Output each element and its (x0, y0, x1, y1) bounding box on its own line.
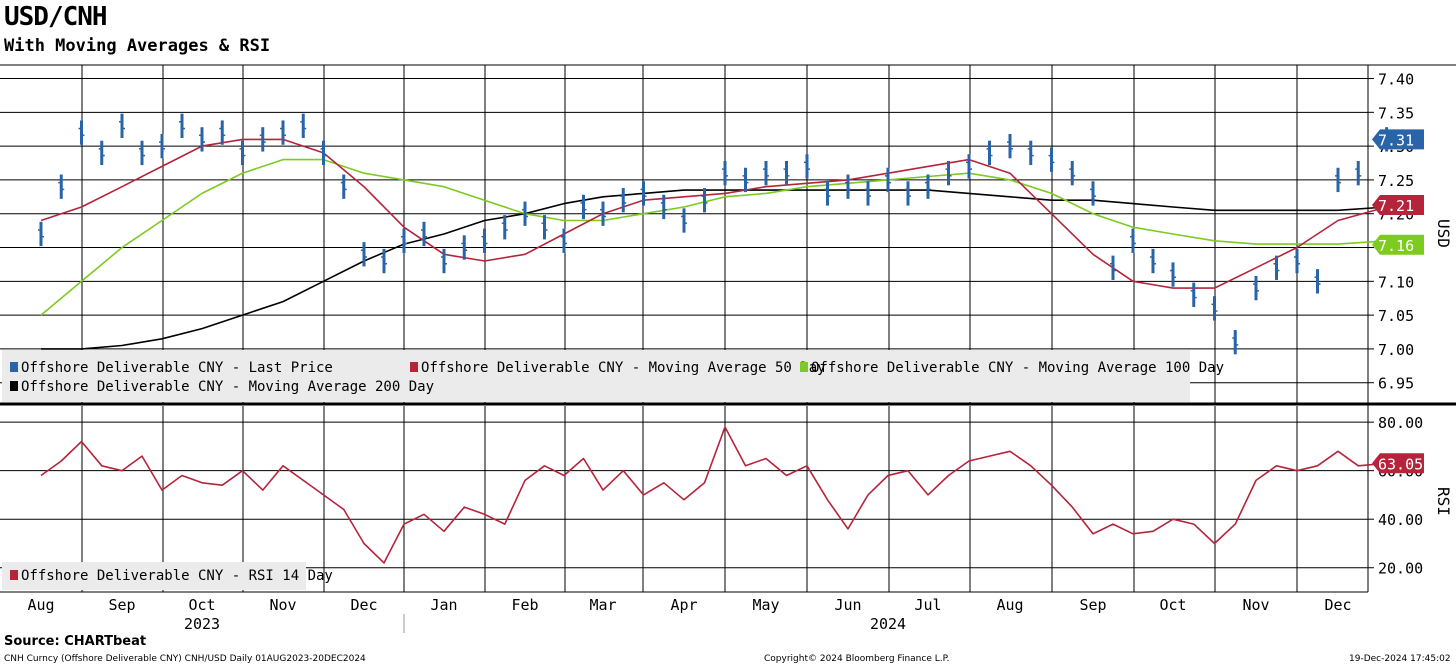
price-y-tick-label: 6.95 (1378, 375, 1414, 393)
rsi-y-tick-label: 80.00 (1378, 414, 1423, 432)
x-month-label: Mar (589, 596, 616, 614)
ma50-flag: 7.21 (1378, 197, 1414, 215)
x-month-label: Jan (430, 596, 457, 614)
rsi-axis-title: RSI (1434, 487, 1453, 516)
price-axis-title: USD (1434, 219, 1453, 248)
price-y-tick-label: 7.10 (1378, 273, 1414, 291)
legend-swatch-price (10, 362, 18, 372)
copyright-text: Copyright© 2024 Bloomberg Finance L.P. (764, 654, 950, 664)
price-y-tick-label: 7.25 (1378, 172, 1414, 190)
x-month-label: Dec (350, 596, 377, 614)
rsi-flag: 63.05 (1378, 455, 1423, 473)
rsi-legend-box (2, 562, 306, 590)
chart-title: USD/CNH (4, 2, 108, 32)
x-month-label: Dec (1324, 596, 1351, 614)
x-year-label: 2023 (184, 615, 220, 633)
legend-label-ma100: Offshore Deliverable CNY - Moving Averag… (811, 360, 1224, 376)
price-y-tick-label: 7.05 (1378, 307, 1414, 325)
legend-swatch-ma100 (800, 362, 808, 372)
legend-label-rsi: Offshore Deliverable CNY - RSI 14 Day (21, 568, 333, 584)
x-year-label: 2024 (870, 615, 906, 633)
x-month-label: Feb (511, 596, 538, 614)
x-month-label: Nov (269, 596, 296, 614)
rsi-flag-bg (1372, 453, 1424, 474)
last-price-flag-bg (1372, 129, 1424, 150)
price-legend-box (2, 350, 1190, 402)
rsi-y-tick-label: 40.00 (1378, 511, 1423, 529)
price-y-tick-label: 7.00 (1378, 341, 1414, 359)
x-month-label: Apr (670, 596, 697, 614)
timestamp-text: 19-Dec-2024 17:45:02 (1349, 654, 1451, 664)
legend-swatch-rsi (10, 570, 18, 580)
x-month-label: Sep (108, 596, 135, 614)
legend-label-ma200: Offshore Deliverable CNY - Moving Averag… (21, 379, 434, 395)
price-y-tick-label: 7.40 (1378, 71, 1414, 89)
security-description: CNH Curncy (Offshore Deliverable CNY) CN… (4, 654, 366, 664)
source-label: Source: CHARTbeat (4, 634, 147, 649)
last-price-flag: 7.31 (1378, 131, 1414, 149)
ma100-flag: 7.16 (1378, 237, 1414, 255)
ma50-flag-bg (1372, 194, 1424, 215)
x-month-label: Aug (996, 596, 1023, 614)
legend-label-ma50: Offshore Deliverable CNY - Moving Averag… (421, 360, 826, 376)
legend-swatch-ma50 (410, 362, 418, 372)
x-month-label: Jun (834, 596, 861, 614)
x-month-label: Oct (188, 596, 215, 614)
series-line-rsi (40, 426, 1387, 564)
x-month-label: May (752, 596, 779, 614)
rsi-y-tick-label: 20.00 (1378, 560, 1423, 578)
x-month-label: Nov (1242, 596, 1269, 614)
legend-label-price: Offshore Deliverable CNY - Last Price (21, 360, 333, 376)
x-month-label: Aug (27, 596, 54, 614)
ma100-flag-bg (1372, 234, 1424, 255)
chart-subtitle: With Moving Averages & RSI (4, 36, 271, 56)
x-month-label: Sep (1079, 596, 1106, 614)
legend-swatch-ma200 (10, 381, 18, 391)
x-month-label: Oct (1159, 596, 1186, 614)
x-month-label: Jul (914, 596, 941, 614)
price-y-tick-label: 7.35 (1378, 104, 1414, 122)
